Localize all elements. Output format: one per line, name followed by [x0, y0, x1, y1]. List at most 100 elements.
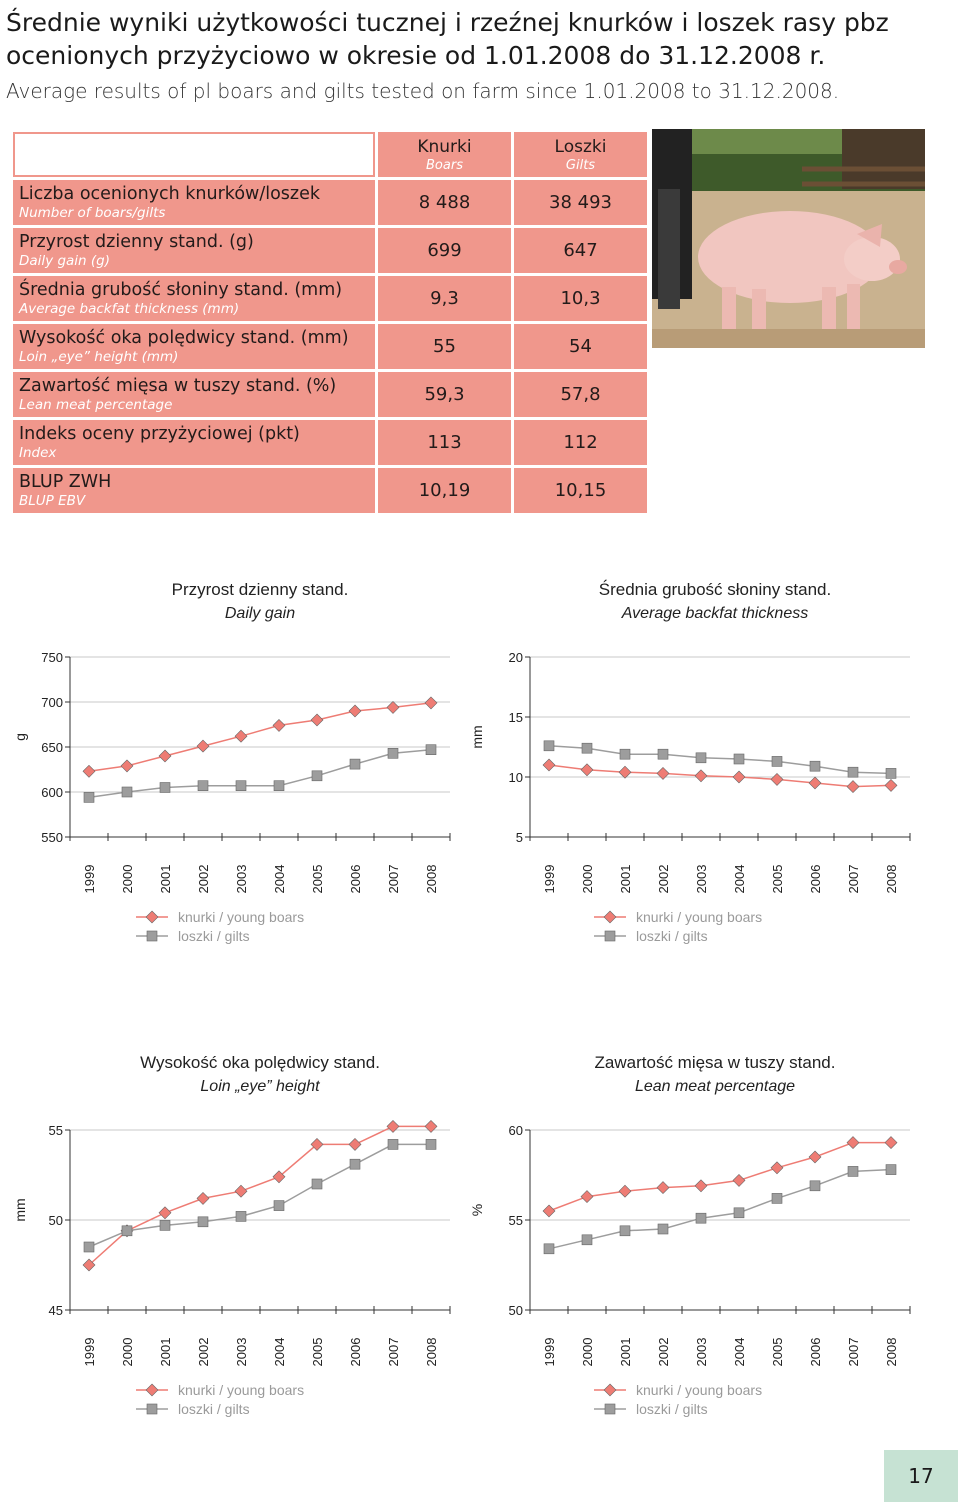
data-point — [656, 766, 670, 780]
y-tick-label: 60 — [509, 1123, 523, 1138]
y-tick-label: 55 — [49, 1123, 63, 1138]
series-boars — [542, 1136, 898, 1218]
row-value-boars: 699 — [378, 228, 511, 273]
data-point — [656, 1181, 670, 1195]
header-gilts-en: Gilts — [565, 157, 596, 173]
data-point — [542, 758, 556, 772]
data-point — [425, 1139, 437, 1150]
x-tick-label: 2000 — [120, 865, 135, 894]
data-point — [349, 1158, 361, 1170]
series-line — [548, 745, 892, 775]
x-tick-label: 2007 — [386, 865, 401, 894]
row-label: Średnia grubość słoniny stand. (mm) Avera… — [13, 276, 375, 321]
page-number: 17 — [884, 1450, 958, 1502]
data-point — [83, 792, 95, 803]
row-label-en: Lean meat percentage — [19, 396, 173, 413]
data-point — [581, 1234, 593, 1246]
data-point — [273, 1200, 285, 1211]
data-point — [348, 704, 362, 718]
x-tick-label: 2005 — [770, 865, 785, 894]
data-point — [619, 748, 631, 760]
data-point — [425, 744, 437, 755]
y-axis-label: % — [469, 1204, 485, 1216]
x-tick-label: 2000 — [580, 865, 595, 894]
table-row: Średnia grubość słoniny stand. (mm) Avera… — [13, 276, 647, 321]
data-point — [235, 1211, 247, 1222]
row-value-boars: 10,19 — [378, 468, 511, 513]
y-axis-label: mm — [469, 725, 485, 748]
y-tick-label: 50 — [49, 1213, 63, 1228]
data-point — [809, 760, 821, 772]
x-tick-label: 2003 — [234, 865, 249, 894]
legend-label: loszki / gilts — [636, 928, 708, 944]
row-label-pl: Średnia grubość słoniny stand. (mm) — [19, 279, 343, 300]
chart-title: Zawartość mięsa w tuszy stand. — [595, 1053, 836, 1072]
chart-svg: Wysokość oka polędwicy stand. Loin „eye” … — [12, 1053, 451, 1417]
value-boars: 9,3 — [430, 288, 459, 309]
y-tick-label: 50 — [509, 1303, 523, 1318]
x-tick-label: 1999 — [82, 1338, 97, 1367]
chart-title: Średnia grubość słoniny stand. — [599, 580, 831, 599]
row-label-pl: Liczba ocenionych knurków/loszek — [19, 183, 321, 204]
x-tick-label: 2003 — [694, 1338, 709, 1367]
data-point — [311, 770, 323, 782]
data-point — [694, 1179, 708, 1193]
y-tick-label: 550 — [41, 830, 63, 845]
chart-title: Wysokość oka polędwicy stand. — [140, 1053, 380, 1072]
data-point — [387, 748, 399, 759]
x-tick-label: 2004 — [272, 865, 287, 894]
chart-loin-eye-height: Wysokość oka polędwicy stand. Loin „eye” … — [0, 1048, 470, 1428]
row-value-gilts: 112 — [514, 420, 647, 465]
row-label-pl: BLUP ZWH — [19, 471, 112, 492]
series-boars — [542, 758, 898, 794]
data-point — [580, 1190, 594, 1204]
legend-label: knurki / young boars — [178, 909, 304, 925]
table-row: Przyrost dzienny stand. (g) Daily gain (g… — [13, 228, 647, 273]
data-point — [580, 763, 594, 777]
row-value-gilts: 57,8 — [514, 372, 647, 417]
chart-subtitle: Daily gain — [225, 605, 295, 622]
row-label: Zawartość mięsa w tuszy stand. (%) Lean m… — [13, 372, 375, 417]
series-line — [88, 1143, 431, 1248]
row-value-boars: 59,3 — [378, 372, 511, 417]
data-point — [121, 1225, 133, 1237]
data-point — [884, 1136, 898, 1150]
y-axis-label: mm — [12, 1198, 28, 1221]
data-point — [386, 1119, 400, 1133]
y-tick-label: 600 — [41, 785, 63, 800]
data-point — [771, 756, 783, 767]
series-boars — [82, 696, 438, 778]
x-tick-label: 2007 — [846, 865, 861, 894]
table-row: BLUP ZWH BLUP EBV 10,19 10,15 — [13, 468, 647, 513]
page-subtitle: Average results of pl boars and gilts te… — [6, 79, 840, 103]
data-point — [619, 1225, 631, 1237]
data-point — [273, 780, 285, 791]
data-point — [808, 776, 822, 790]
data-point — [543, 1243, 555, 1255]
data-point — [234, 729, 248, 743]
chart-subtitle: Loin „eye” height — [200, 1078, 320, 1095]
table-row: Zawartość mięsa w tuszy stand. (%) Lean m… — [13, 372, 647, 417]
value-boars: 55 — [433, 336, 456, 357]
value-boars: 10,19 — [418, 480, 471, 501]
data-point — [543, 740, 555, 752]
row-label: Przyrost dzienny stand. (g) Daily gain (g… — [13, 228, 375, 273]
data-point — [542, 1204, 556, 1218]
chart-title: Przyrost dzienny stand. — [172, 580, 349, 599]
row-label-pl: Przyrost dzienny stand. (g) — [19, 231, 254, 252]
header-gilts-pl: Loszki — [554, 136, 607, 157]
series-line — [88, 748, 432, 799]
results-table: Knurki Boars Loszki Gilts Liczba ocenion… — [10, 129, 650, 516]
row-label-en: Average backfat thickness (mm) — [19, 300, 240, 317]
data-point — [884, 778, 898, 792]
data-point — [235, 780, 247, 791]
data-point — [770, 1161, 784, 1175]
data-point — [386, 700, 400, 714]
data-point — [424, 696, 438, 710]
value-gilts: 54 — [569, 336, 592, 357]
data-point — [159, 1220, 171, 1231]
table-corner-cell — [13, 132, 375, 177]
data-point — [657, 1223, 669, 1235]
data-point — [197, 780, 209, 791]
y-tick-label: 20 — [509, 650, 523, 665]
